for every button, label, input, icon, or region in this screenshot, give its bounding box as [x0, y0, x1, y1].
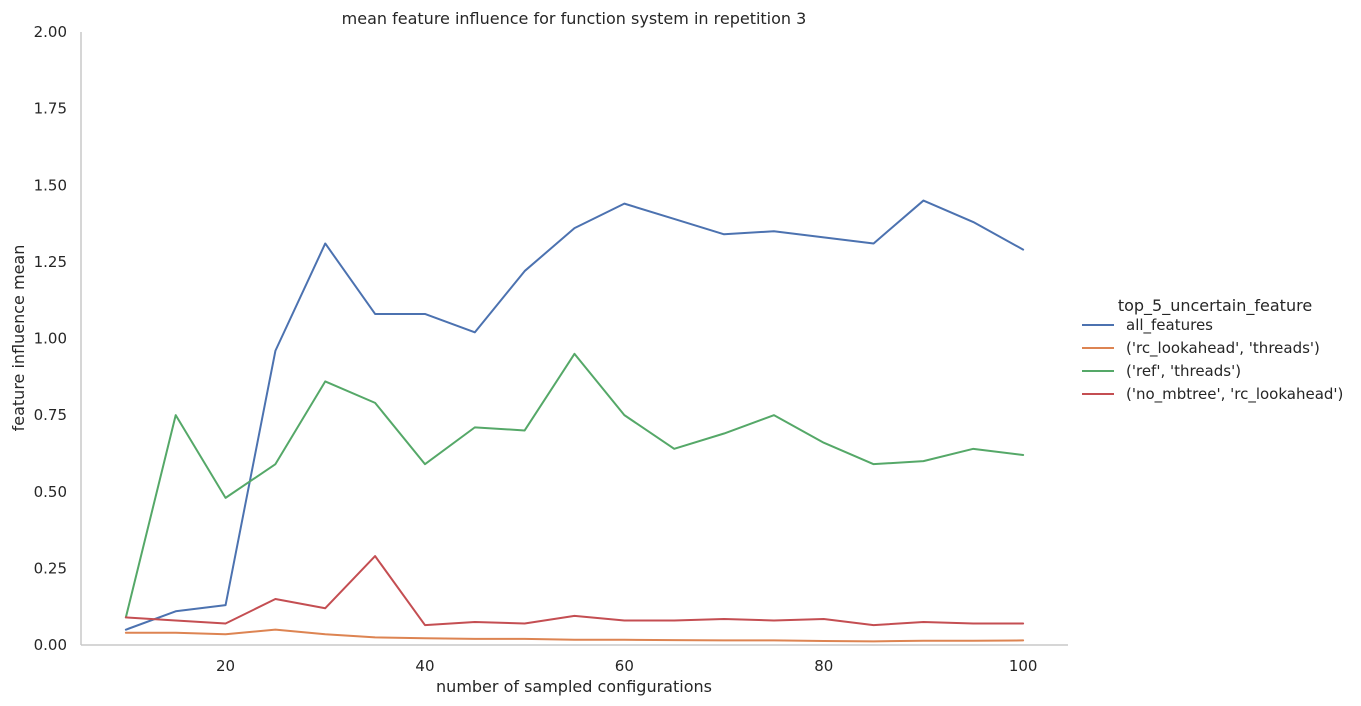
- y-tick-label: 1.75: [34, 100, 67, 118]
- legend: top_5_uncertain_feature all_features ('rc…: [1082, 296, 1343, 404]
- series-lines: [124, 199, 1025, 643]
- y-axis-label: feature influence mean: [9, 245, 28, 432]
- y-tick-label: 2.00: [34, 23, 67, 41]
- y-tick-label: 1.00: [34, 330, 67, 348]
- series-line-3: [124, 555, 1025, 627]
- chart-title: mean feature influence for function syst…: [342, 9, 807, 28]
- legend-items: all_features ('rc_lookahead', 'threads') (…: [1082, 316, 1343, 404]
- y-axis-ticks: 0.00 0.25 0.50 0.75 1.00 1.25 1.50 1.75 2.00: [34, 23, 67, 654]
- y-tick-label: 0.75: [34, 406, 67, 424]
- legend-label: ('no_mbtree', 'rc_lookahead'): [1126, 385, 1343, 404]
- series-line-2: [124, 352, 1025, 619]
- x-tick-label: 80: [814, 657, 833, 675]
- x-axis-label: number of sampled configurations: [436, 677, 712, 696]
- x-tick-label: 60: [615, 657, 634, 675]
- legend-label: all_features: [1126, 316, 1213, 335]
- series-line-1: [124, 628, 1025, 643]
- legend-label: ('ref', 'threads'): [1126, 362, 1241, 380]
- y-tick-label: 0.00: [34, 636, 67, 654]
- y-tick-label: 0.50: [34, 483, 67, 501]
- y-tick-label: 1.25: [34, 253, 67, 271]
- legend-title: top_5_uncertain_feature: [1118, 296, 1312, 316]
- legend-label: ('rc_lookahead', 'threads'): [1126, 339, 1320, 358]
- x-axis-ticks: 20 40 60 80 100: [216, 657, 1037, 675]
- x-tick-label: 20: [216, 657, 235, 675]
- x-tick-label: 40: [415, 657, 434, 675]
- y-tick-label: 0.25: [34, 559, 67, 577]
- y-tick-label: 1.50: [34, 176, 67, 194]
- x-tick-label: 100: [1009, 657, 1038, 675]
- series-line-0: [124, 199, 1025, 631]
